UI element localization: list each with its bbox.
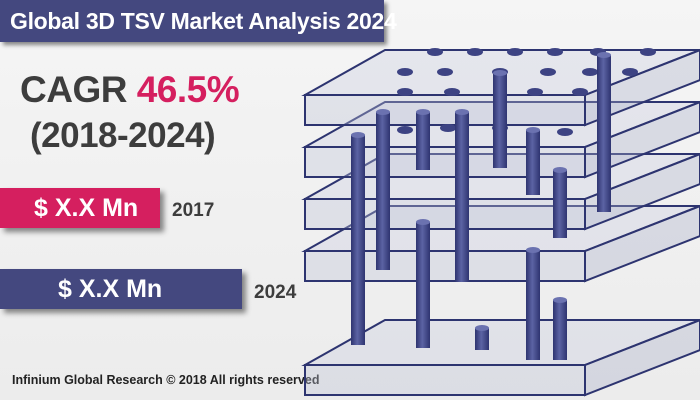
via-hole-11: [622, 68, 638, 76]
tsv-pillar-cap-7: [526, 247, 540, 253]
tsv-pillar-9: [553, 300, 567, 360]
chip-layer-front-0: [304, 94, 586, 126]
via-hole-15: [572, 88, 588, 96]
chip-layer-side-4: [584, 318, 700, 397]
tsv-pillar-11: [475, 328, 489, 350]
tsv-pillar-4: [455, 112, 469, 282]
chip-layer-front-1: [304, 146, 586, 178]
tsv-pillar-5: [493, 73, 507, 168]
tsv-pillar-8: [553, 170, 567, 238]
chip-layer-front-3: [304, 250, 586, 282]
year-label-2024: 2024: [254, 282, 297, 303]
via-hole-9: [540, 68, 556, 76]
tsv-pillar-1: [376, 112, 390, 270]
chip-layer-front-4: [304, 364, 586, 396]
market-value-bar-2017: $ X.X Mn: [0, 188, 160, 228]
cagr-label: CAGR: [20, 69, 127, 110]
via-hole-16: [397, 126, 413, 134]
tsv-pillar-cap-8: [553, 167, 567, 173]
via-hole-17: [440, 124, 456, 132]
tsv-pillar-cap-1: [376, 109, 390, 115]
chip-layer-side-3: [584, 204, 700, 283]
via-hole-6: [397, 68, 413, 76]
tsv-pillar-cap-2: [416, 109, 430, 115]
via-hole-1: [467, 48, 483, 56]
cagr-period: (2018-2024): [30, 116, 216, 155]
tsv-pillar-6: [526, 130, 540, 195]
year-label-2017: 2017: [172, 200, 215, 221]
tsv-pillar-7: [526, 250, 540, 360]
chip-layer-side-2: [584, 152, 700, 231]
via-hole-2: [507, 48, 523, 56]
page-title: Global 3D TSV Market Analysis 2024: [0, 0, 397, 42]
tsv-pillar-cap-5: [493, 70, 507, 76]
tsv-pillar-cap-4: [455, 109, 469, 115]
copyright-notice: Infinium Global Research © 2018 All righ…: [12, 373, 320, 387]
via-hole-12: [397, 88, 413, 96]
via-hole-19: [557, 128, 573, 136]
cagr-line: CAGR 46.5%: [20, 68, 240, 112]
via-hole-14: [527, 88, 543, 96]
chip-layer-side-0: [584, 48, 700, 127]
market-value-bar-2024: $ X.X Mn: [0, 269, 242, 309]
via-hole-3: [547, 48, 563, 56]
chip-layer-side-1: [584, 100, 700, 179]
tsv-pillar-cap-3: [416, 219, 430, 225]
tsv-pillar-cap-10: [597, 52, 611, 58]
tsv-pillar-cap-6: [526, 127, 540, 133]
tsv-pillar-cap-0: [351, 132, 365, 138]
cagr-value: 46.5%: [136, 69, 240, 110]
via-hole-13: [444, 88, 460, 96]
via-hole-5: [640, 48, 656, 56]
tsv-pillar-0: [351, 135, 365, 345]
tsv-pillar-10: [597, 55, 611, 212]
tsv-pillar-2: [416, 112, 430, 170]
via-hole-0: [427, 48, 443, 56]
tsv-pillar-cap-11: [475, 325, 489, 331]
tsv-pillar-3: [416, 222, 430, 348]
via-hole-10: [582, 68, 598, 76]
chip-layer-front-2: [304, 198, 586, 230]
via-hole-7: [437, 68, 453, 76]
tsv-pillar-cap-9: [553, 297, 567, 303]
